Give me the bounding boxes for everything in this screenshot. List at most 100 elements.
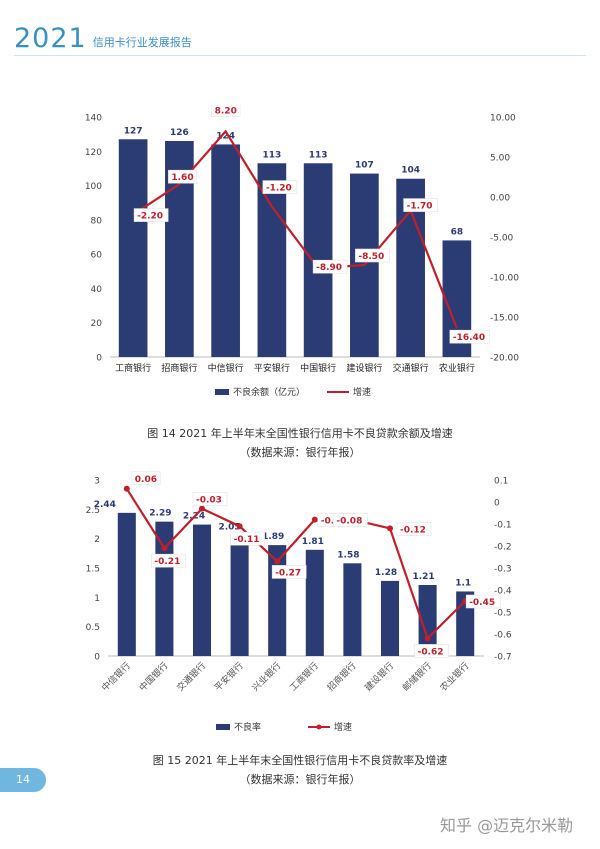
y-tick-label: 20 [91, 319, 103, 329]
growth-data-label: -0.21 [154, 557, 180, 567]
growth-data-label: -0.45 [469, 598, 495, 608]
y-tick-label: 120 [85, 148, 102, 158]
report-year: 2021 [14, 23, 87, 54]
x-tick-label: 交通银行 [174, 660, 208, 694]
x-tick-label: 建设银行 [346, 362, 382, 374]
x-tick-label: 建设银行 [362, 660, 396, 694]
y-tick-label: 140 [85, 114, 102, 124]
y-tick-label: 0 [96, 354, 102, 364]
x-tick-label: 工商银行 [287, 660, 321, 694]
legend-swatch-bar [216, 724, 230, 730]
growth-data-label: -2.20 [137, 212, 163, 222]
growth-point [161, 545, 168, 552]
bar [211, 144, 240, 357]
y-tick-label: 1 [94, 594, 100, 604]
x-tick-label: 中信银行 [99, 660, 133, 694]
bar [118, 139, 148, 357]
growth-label-box [403, 198, 438, 212]
y2-tick-label: 0.1 [494, 477, 508, 487]
growth-data-label: 8.20 [215, 106, 237, 116]
growth-data-label: -0.12 [400, 525, 426, 535]
bar [380, 580, 400, 656]
bar [230, 535, 249, 656]
y2-tick-label: -0.1 [494, 521, 512, 531]
y-tick-label: 2.5 [86, 506, 100, 516]
bar-data-label: 107 [355, 161, 374, 171]
growth-data-label: -0.03 [196, 496, 222, 506]
legend-label-line: 增速 [353, 386, 371, 398]
bar-data-label: 1.1 [455, 578, 471, 588]
report-header: 2021 信用卡行业发展报告 [14, 18, 192, 52]
bar-data-label: 1.21 [412, 572, 434, 582]
y2-tick-label: 0.00 [490, 194, 510, 204]
x-tick-label: 农业银行 [439, 362, 475, 374]
growth-label-box [192, 492, 228, 506]
bar-data-label: 2.29 [149, 509, 171, 519]
growth-data-label: 1.60 [171, 173, 193, 183]
bar-data-label: 104 [401, 166, 420, 176]
growth-label-box [271, 565, 307, 579]
chart2-caption: 图 15 2021 年上半年末全国性银行信用卡不良贷款率及增速 [152, 754, 448, 767]
legend-swatch-dot [316, 724, 322, 730]
x-tick-label: 中信银行 [208, 362, 244, 374]
bar [117, 512, 136, 656]
y2-tick-label: -20.00 [490, 354, 519, 364]
growth-data-label: 0.06 [135, 475, 157, 485]
y-tick-label: 40 [91, 285, 103, 295]
y2-tick-label: -15.00 [490, 314, 519, 324]
legend-label-line: 增速 [334, 721, 352, 733]
chart1-source: （数据来源：银行年报） [239, 446, 361, 459]
x-tick-label: 平安银行 [212, 660, 246, 694]
growth-label-box [312, 259, 348, 274]
legend-swatch-bar [215, 389, 229, 395]
x-tick-label: 兴业银行 [249, 660, 283, 694]
y2-tick-label: -0.4 [494, 587, 512, 597]
growth-data-label: -1.70 [407, 202, 433, 212]
growth-label-box [131, 471, 161, 486]
bar [192, 524, 212, 656]
x-tick-label: 招商银行 [325, 660, 359, 694]
growth-point [123, 485, 130, 492]
bar-data-label: 2.44 [94, 500, 116, 510]
growth-label-box [211, 105, 241, 117]
y2-tick-label: -10.00 [490, 274, 519, 284]
watermark-text: 知乎 @迈克尔米勒 [440, 816, 574, 835]
growth-data-label: -8.50 [358, 252, 384, 262]
growth-line [125, 488, 466, 641]
chart-bad-loan-rate: 0 0.5 1 1.5 2 2.5 3 -0.7 -0.6 -0.5 -0.4 -0.3 -0.2 -0.… [86, 471, 512, 733]
growth-data-label: -8.90 [316, 263, 342, 273]
y2-tick-label: -0.6 [494, 631, 512, 641]
bar-data-label: 1.81 [302, 537, 324, 547]
x-tick-label: 平安银行 [254, 362, 290, 374]
growth-label-box [449, 329, 490, 344]
y2-tick-label: -0.7 [494, 653, 512, 663]
chart2-source: （数据来源：银行年报） [239, 773, 361, 786]
bar-data-label: 2.05 [218, 523, 240, 533]
bar [343, 563, 362, 656]
growth-label-box [151, 553, 186, 568]
bar-data-label: 1.58 [337, 550, 359, 560]
watermark: 知乎 @迈克尔米勒 [440, 812, 573, 836]
bar-data-label: 1.28 [375, 568, 397, 578]
y2-tick-label: -0.5 [494, 609, 512, 619]
growth-label-box [396, 522, 432, 536]
bar-data-label: 1.89 [262, 532, 284, 542]
x-tick-label: 交通银行 [393, 362, 429, 374]
y-tick-label: 60 [91, 251, 103, 261]
growth-label-box [133, 208, 169, 222]
y-tick-label: 0 [94, 653, 100, 663]
y-tick-label: 3 [94, 477, 100, 487]
y-tick-label: 100 [85, 182, 102, 192]
bar-data-label: 113 [309, 150, 328, 160]
y-tick-label: 2 [94, 535, 100, 545]
y2-tick-label: 0 [494, 499, 500, 509]
growth-data-label: -0.27 [275, 568, 301, 578]
y2-tick-label: -0.3 [494, 565, 512, 575]
page-number: 14 [0, 768, 46, 792]
growth-point [311, 516, 318, 523]
x-tick-label: 邮储银行 [400, 660, 434, 694]
growth-point [387, 525, 393, 532]
growth-label-box [465, 594, 501, 609]
x-tick-label: 农业银行 [437, 660, 471, 694]
y2-tick-label: 10.00 [490, 114, 516, 124]
